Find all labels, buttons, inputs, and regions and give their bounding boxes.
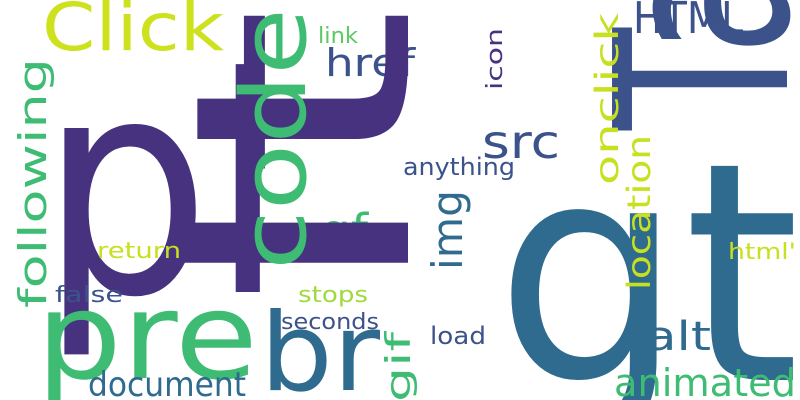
word-alt: alt (645, 314, 711, 360)
word-following: following (11, 58, 55, 308)
word-code: code (222, 8, 327, 270)
word-img: img (423, 190, 472, 270)
word-location: location (620, 135, 658, 290)
word-seconds: seconds (281, 310, 379, 335)
word-load: load (430, 322, 486, 350)
word-html-quote: html' (728, 240, 796, 265)
word-icon: icon (483, 28, 508, 90)
word-false: false (55, 283, 123, 308)
word-animated: animated (614, 361, 796, 400)
word-gif: gif (379, 330, 419, 400)
word-document: document (88, 365, 246, 400)
